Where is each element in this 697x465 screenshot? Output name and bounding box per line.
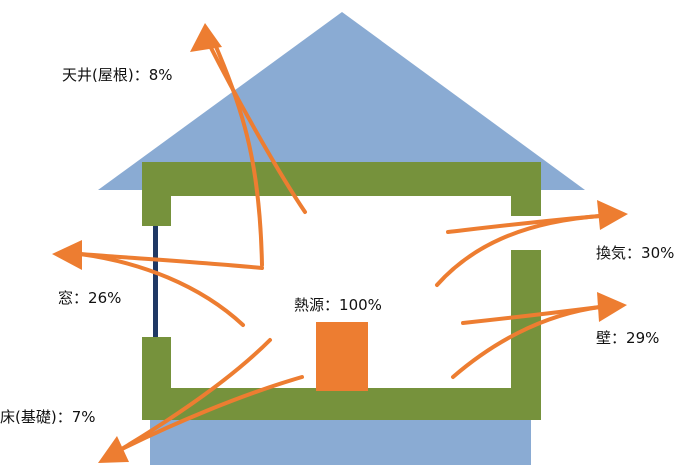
ventilation-loss-name: 換気 bbox=[596, 244, 627, 262]
roof-loss-label: 天井(屋根)：8% bbox=[62, 68, 173, 83]
wall-loss-name: 壁 bbox=[596, 329, 612, 347]
roof-loss-name: 天井(屋根) bbox=[62, 66, 134, 84]
window bbox=[153, 226, 158, 337]
window-loss-label: 窓：26% bbox=[58, 291, 121, 306]
ventilation-arrow-line-2 bbox=[435, 214, 602, 287]
window-arrow-line-2 bbox=[78, 252, 245, 327]
heat-source-name: 熱源 bbox=[294, 296, 325, 314]
wall-loss-separator: ： bbox=[611, 329, 627, 347]
roof-loss-value: 8% bbox=[148, 66, 173, 84]
floor-arrow-line-2 bbox=[118, 375, 304, 452]
heat-source-separator: ： bbox=[324, 296, 340, 314]
roof bbox=[98, 12, 585, 190]
heat-source-value: 100% bbox=[339, 296, 382, 314]
window-loss-value: 26% bbox=[88, 289, 122, 307]
roof-loss-separator: ： bbox=[133, 66, 149, 84]
wall-arrow-head bbox=[597, 292, 627, 322]
ventilation-arrow-head bbox=[597, 200, 628, 230]
window-loss-name: 窓 bbox=[58, 289, 74, 307]
roof-arrow-line-1 bbox=[212, 40, 264, 267]
window-heat-loss-arrows bbox=[52, 240, 264, 327]
window-arrow-head bbox=[52, 240, 82, 270]
roof-heat-loss-arrows bbox=[190, 23, 307, 267]
wall-loss-label: 壁：29% bbox=[596, 331, 659, 346]
floor-loss-separator: ： bbox=[56, 408, 72, 426]
window-loss-separator: ： bbox=[73, 289, 89, 307]
house-wall bbox=[142, 162, 541, 420]
floor-loss-name: 床(基礎) bbox=[0, 408, 57, 426]
roof-arrow-head bbox=[190, 23, 222, 52]
heat-source-label: 熱源：100% bbox=[294, 298, 382, 313]
ventilation-loss-separator: ： bbox=[626, 244, 642, 262]
floor-arrow-head bbox=[98, 436, 129, 463]
ventilation-loss-value: 30% bbox=[641, 244, 675, 262]
floor-arrow-line-1 bbox=[118, 338, 272, 452]
ventilation-loss-label: 換気：30% bbox=[596, 246, 674, 261]
floor-heat-loss-arrows bbox=[98, 338, 304, 463]
roof-arrow-line-2 bbox=[206, 40, 307, 214]
floor-loss-label: 床(基礎)：7% bbox=[0, 410, 96, 425]
window-arrow-line-1 bbox=[78, 252, 264, 270]
wall-loss-value: 29% bbox=[626, 329, 660, 347]
wall-arrow-line-2 bbox=[451, 305, 602, 379]
ventilation-heat-loss-arrows bbox=[435, 200, 628, 287]
heat-source-block bbox=[316, 322, 368, 391]
floor-loss-value: 7% bbox=[71, 408, 96, 426]
wall-heat-loss-arrows bbox=[451, 292, 627, 379]
